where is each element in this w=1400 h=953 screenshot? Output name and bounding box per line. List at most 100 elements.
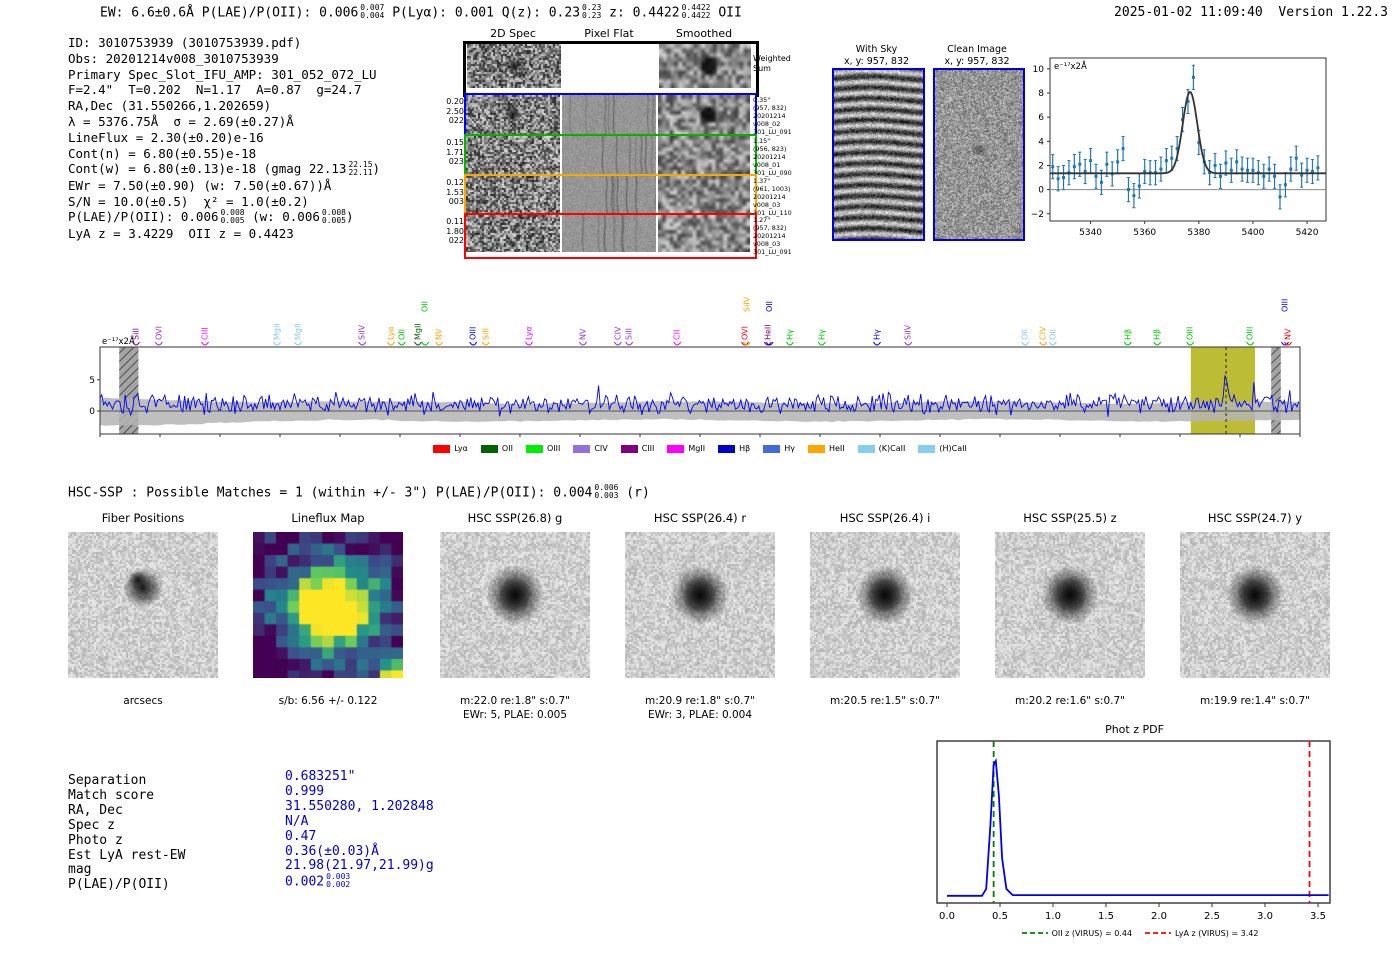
gaussian-fit-line [1050,91,1326,175]
legend-item: OII [480,444,513,453]
match-row-label: RA, Dec [68,802,123,818]
spec2d-col-title: Smoothed [675,27,733,40]
data-point [1305,168,1309,172]
emission-line-bracket [786,341,794,346]
spec2d-right-labels: 1.15" (956, 823) 20201214 v008_01 301_LU_090 [753,137,792,177]
photz-legend-item: OII z (VIRUS) = 0.44 [1021,929,1132,938]
data-point [1310,169,1314,173]
errorbar-series [1051,64,1320,210]
stacked-value: 22.15 22.11 [348,159,373,177]
info-line-3: F=2.4" T=0.202 N=1.17 A=0.87 g=24.7 [68,82,380,98]
emission-line-label: OIII [1246,327,1255,340]
pixel-flat-image [561,175,656,213]
emission-line-bracket [1039,341,1048,346]
y-tick-label: 5 [89,376,95,386]
legend-item: (K)CaII [857,444,905,453]
data-point [1056,177,1060,181]
text-segment: Cont(w) = 6.80(±0.13)e-18 (gmag 22.13 [68,161,347,177]
emission-line-bracket [579,341,587,346]
legend-item: CIII [620,444,654,453]
emission-line-bracket [201,341,209,346]
data-point [1197,141,1201,145]
data-point [1094,174,1098,178]
emission-line-label: Hγ [786,329,795,340]
legend-swatch [525,444,543,453]
plot-frame [1049,57,1327,222]
y-tick-label: 4 [1038,137,1044,147]
emission-line-label: OVI [154,326,163,340]
x-tick-label: 5400 [1241,228,1264,238]
text-segment: ID: 3010753939 (3010753939.pdf) [68,35,302,50]
match-row-value: 0.999 [285,784,324,800]
x-tick-label: 1.5 [1098,911,1114,922]
header-stats-line: EW: 6.6±0.6Å P(LAE)/P(OII): 0.006 0.007 0.… [100,3,742,21]
data-point [1294,156,1298,160]
spec2d-row-frame-2 [463,133,757,181]
emission-line-label: SiII [625,328,634,340]
spec2d-image [465,214,560,252]
stacked-value: 0.23 0.23 [582,3,602,20]
data-point [1170,156,1174,160]
match-row-label: Spec z [68,817,115,833]
emission-line-label: CII [673,330,682,340]
flux-units-label: e⁻¹⁷x2Å [102,335,135,347]
data-point [1229,168,1233,172]
text-segment: P(Lyα): 0.001 Q(z): 0.23 [384,5,581,21]
text-segment: Primary Spec_Slot_IFU_AMP: 301_052_072_L… [68,66,377,82]
data-point [1051,165,1055,169]
text-segment: F=2.4" T=0.202 N=1.17 A=0.87 g=24.7 [68,82,362,98]
emission-line-label: NV [579,328,588,340]
smoothed-image [658,44,751,88]
data-point [1235,160,1239,164]
text-segment: OII [710,5,742,21]
data-point [1273,174,1277,178]
text-segment: ) [345,209,354,225]
cutout-title: HSC SSP(26.4) i [839,511,931,525]
emission-line-bracket [469,341,478,346]
emission-line-bracket [742,341,751,346]
legend-item: OIII [525,444,560,453]
data-point [1283,183,1287,187]
legend-item: CIV [573,444,608,453]
stacked-value: 0.003 0.002 [326,872,351,890]
emission-line-label: SiII [481,328,490,340]
spec2d-right-labels: 1.27" (957, 832) 20201214 v008_03 301_LU_091 [753,216,792,256]
data-point [1316,166,1320,170]
legend-swatch [718,444,736,453]
legend-item: Lyα [433,444,468,453]
report-datetime: 2025-01-02 11:09:40 [1114,5,1263,20]
emission-line-bracket [1123,341,1132,346]
emission-line-label: SiIV [904,324,913,340]
emission-line-bracket [358,341,367,346]
clean-image [933,68,1025,241]
emission-line-bracket [1246,341,1255,346]
legend-label: Lyα [454,444,468,453]
spec2d-left-labels: 0.15 1.71 023 [446,138,464,167]
x-tick-label: 1.0 [1045,911,1061,922]
legend-item: MgII [667,444,705,453]
data-point [1126,188,1130,192]
with-sky-image [832,68,925,241]
emission-line-label: Hγ [817,329,826,340]
data-point [1186,99,1190,103]
data-point [1289,167,1293,171]
legend-swatch [433,444,451,453]
hsc-image [625,532,775,678]
spec2d-row-frame-0 [463,41,759,97]
emission-line-bracket [1021,341,1030,346]
emission-line-label: CIII [201,327,210,340]
match-row-label: Photo z [68,832,123,848]
info-line-9: EWr = 7.50(±0.90) (w: 7.50(±0.67))Å [68,178,380,194]
legend-swatch [918,444,936,453]
legend-item: Hβ [718,444,750,453]
emission-line-bracket [741,341,749,346]
x-tick-label: 2.5 [1204,911,1220,922]
data-point [1062,176,1066,180]
info-line-10: S/N = 10.0(±0.5) χ² = 1.0(±0.2) [68,194,380,210]
text-segment: HSC-SSP : Possible Matches = 1 (within +… [68,485,593,501]
emission-line-label: OII [397,329,406,340]
emission-line-bracket [294,341,302,346]
emission-line-bracket [1281,341,1289,346]
match-row-value: 0.683251" [285,769,355,785]
cutout-title: Lineflux Map [291,511,365,525]
